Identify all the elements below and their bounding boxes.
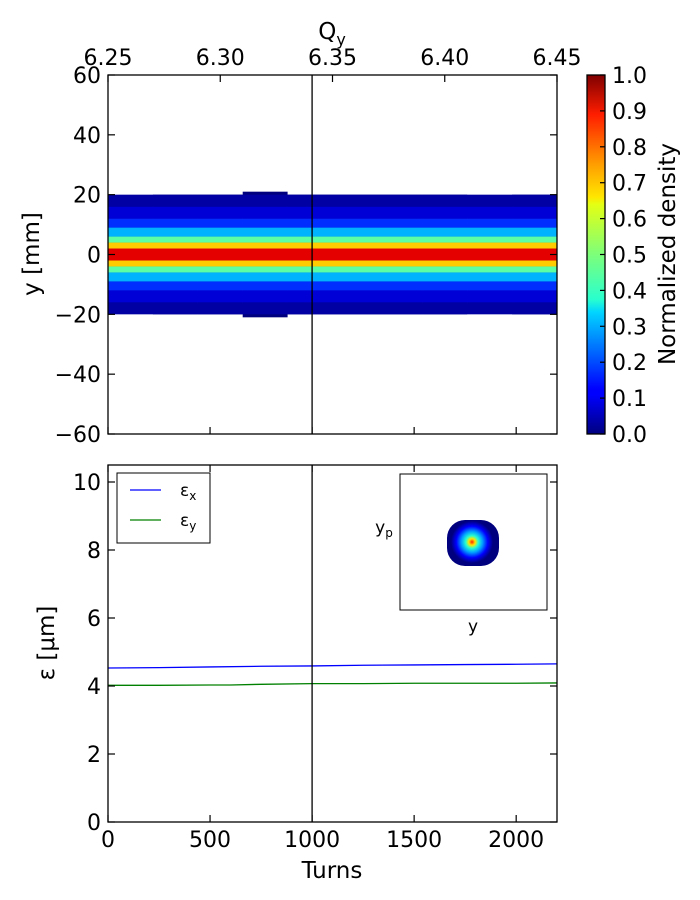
series-line-ey — [108, 682, 557, 686]
series-line-ex — [108, 663, 557, 669]
tune-tick-label: 6.25 — [84, 46, 133, 71]
turns-tick-label: 1500 — [386, 828, 442, 853]
colorbar-label: Normalized density — [655, 143, 681, 365]
emittance-tick-label: 4 — [87, 675, 101, 700]
y-axis-label: y [mm] — [19, 212, 45, 296]
emittance-axis-ticks: 0 2 4 6 8 10 — [73, 471, 557, 836]
y-tick-label: 0 — [87, 244, 101, 269]
colorbar-tick-label: 0.6 — [612, 208, 647, 233]
y-tick-label: −40 — [55, 363, 101, 388]
turns-axis-label: Turns — [301, 858, 363, 884]
density-layer — [108, 227, 557, 237]
colorbar: 0.0 0.1 0.2 0.3 0.4 0.5 0.6 0.7 0.8 0.9 1.0 Normal… — [586, 64, 681, 448]
density-layer — [108, 290, 557, 303]
density-layer — [108, 218, 557, 228]
emittance-plot-frame — [107, 464, 558, 823]
density-layer — [108, 302, 557, 315]
inset-beam-spot — [447, 520, 499, 566]
turns-tick-label: 0 — [101, 828, 115, 853]
emittance-tick-label: 8 — [87, 539, 101, 564]
colorbar-tick-label: 0.8 — [612, 136, 647, 161]
colorbar-tick-label: 0.0 — [612, 423, 647, 448]
legend-label-ex: εx — [180, 481, 196, 503]
inset-spot-core — [451, 521, 493, 563]
colorbar-tick-label: 0.3 — [612, 315, 647, 340]
tune-axis-ticks: 6.25 6.30 6.35 6.40 6.45 — [84, 46, 582, 82]
density-panel: 60 40 20 0 −20 −40 −60 6.25 6.30 6.35 6.40 6.45 y … — [19, 19, 581, 448]
tune-tick-label: 6.30 — [196, 46, 245, 71]
emittance-tick-label: 6 — [87, 607, 101, 632]
emittance-axis-label: ε [μm] — [34, 606, 60, 681]
emittance-series — [108, 663, 557, 686]
phase-space-inset: yp y — [375, 473, 548, 637]
colorbar-tick-label: 1.0 — [612, 64, 647, 89]
inset-x-label: y — [468, 617, 478, 637]
tune-tick-label: 6.40 — [420, 46, 469, 71]
inset-y-label: yp — [375, 518, 393, 540]
colorbar-tick-label: 0.5 — [612, 244, 647, 269]
colorbar-tick-label: 0.2 — [612, 351, 647, 376]
y-tick-label: −60 — [55, 423, 101, 448]
y-tick-label: −20 — [55, 303, 101, 328]
emittance-panel: 0 2 4 6 8 10 0 500 1000 1500 2000 ε [μm] Turns εx… — [34, 464, 558, 884]
colorbar-ticks: 0.0 0.1 0.2 0.3 0.4 0.5 0.6 0.7 0.8 0.9 1.0 — [600, 64, 647, 448]
emittance-tick-label: 0 — [87, 811, 101, 836]
turns-tick-label: 1000 — [284, 828, 340, 853]
y-tick-label: 40 — [73, 124, 101, 149]
density-layer — [108, 272, 557, 282]
tune-axis-label: Qy — [318, 19, 346, 49]
colorbar-tick-label: 0.1 — [612, 387, 647, 412]
density-layer — [108, 281, 557, 291]
density-layer — [108, 248, 557, 255]
emittance-tick-label: 10 — [73, 471, 101, 496]
colorbar-tick-label: 0.4 — [612, 279, 647, 304]
density-heatmap — [108, 191, 557, 318]
tune-tick-label: 6.45 — [533, 46, 582, 71]
emittance-tick-label: 2 — [87, 743, 101, 768]
y-axis-ticks: 60 40 20 0 −20 −40 −60 — [55, 64, 557, 448]
density-layer — [108, 206, 557, 219]
turns-tick-label: 2000 — [488, 828, 544, 853]
density-layer — [108, 266, 557, 273]
tune-tick-label: 6.35 — [308, 46, 357, 71]
density-layer — [108, 254, 557, 261]
legend-frame — [116, 472, 211, 544]
y-tick-label: 20 — [73, 184, 101, 209]
colorbar-tick-label: 0.7 — [612, 172, 647, 197]
turns-axis-ticks-upper — [107, 427, 517, 434]
turns-axis-ticks: 0 500 1000 1500 2000 — [101, 465, 544, 853]
legend-label-ey: εy — [180, 511, 196, 533]
density-layer — [108, 194, 557, 207]
turns-tick-label: 500 — [189, 828, 231, 853]
y-tick-label: 60 — [73, 64, 101, 89]
density-layer — [108, 242, 557, 249]
legend: εx εy — [116, 472, 211, 544]
density-layer — [108, 236, 557, 243]
colorbar-tick-label: 0.9 — [612, 100, 647, 125]
density-layer — [108, 260, 557, 267]
